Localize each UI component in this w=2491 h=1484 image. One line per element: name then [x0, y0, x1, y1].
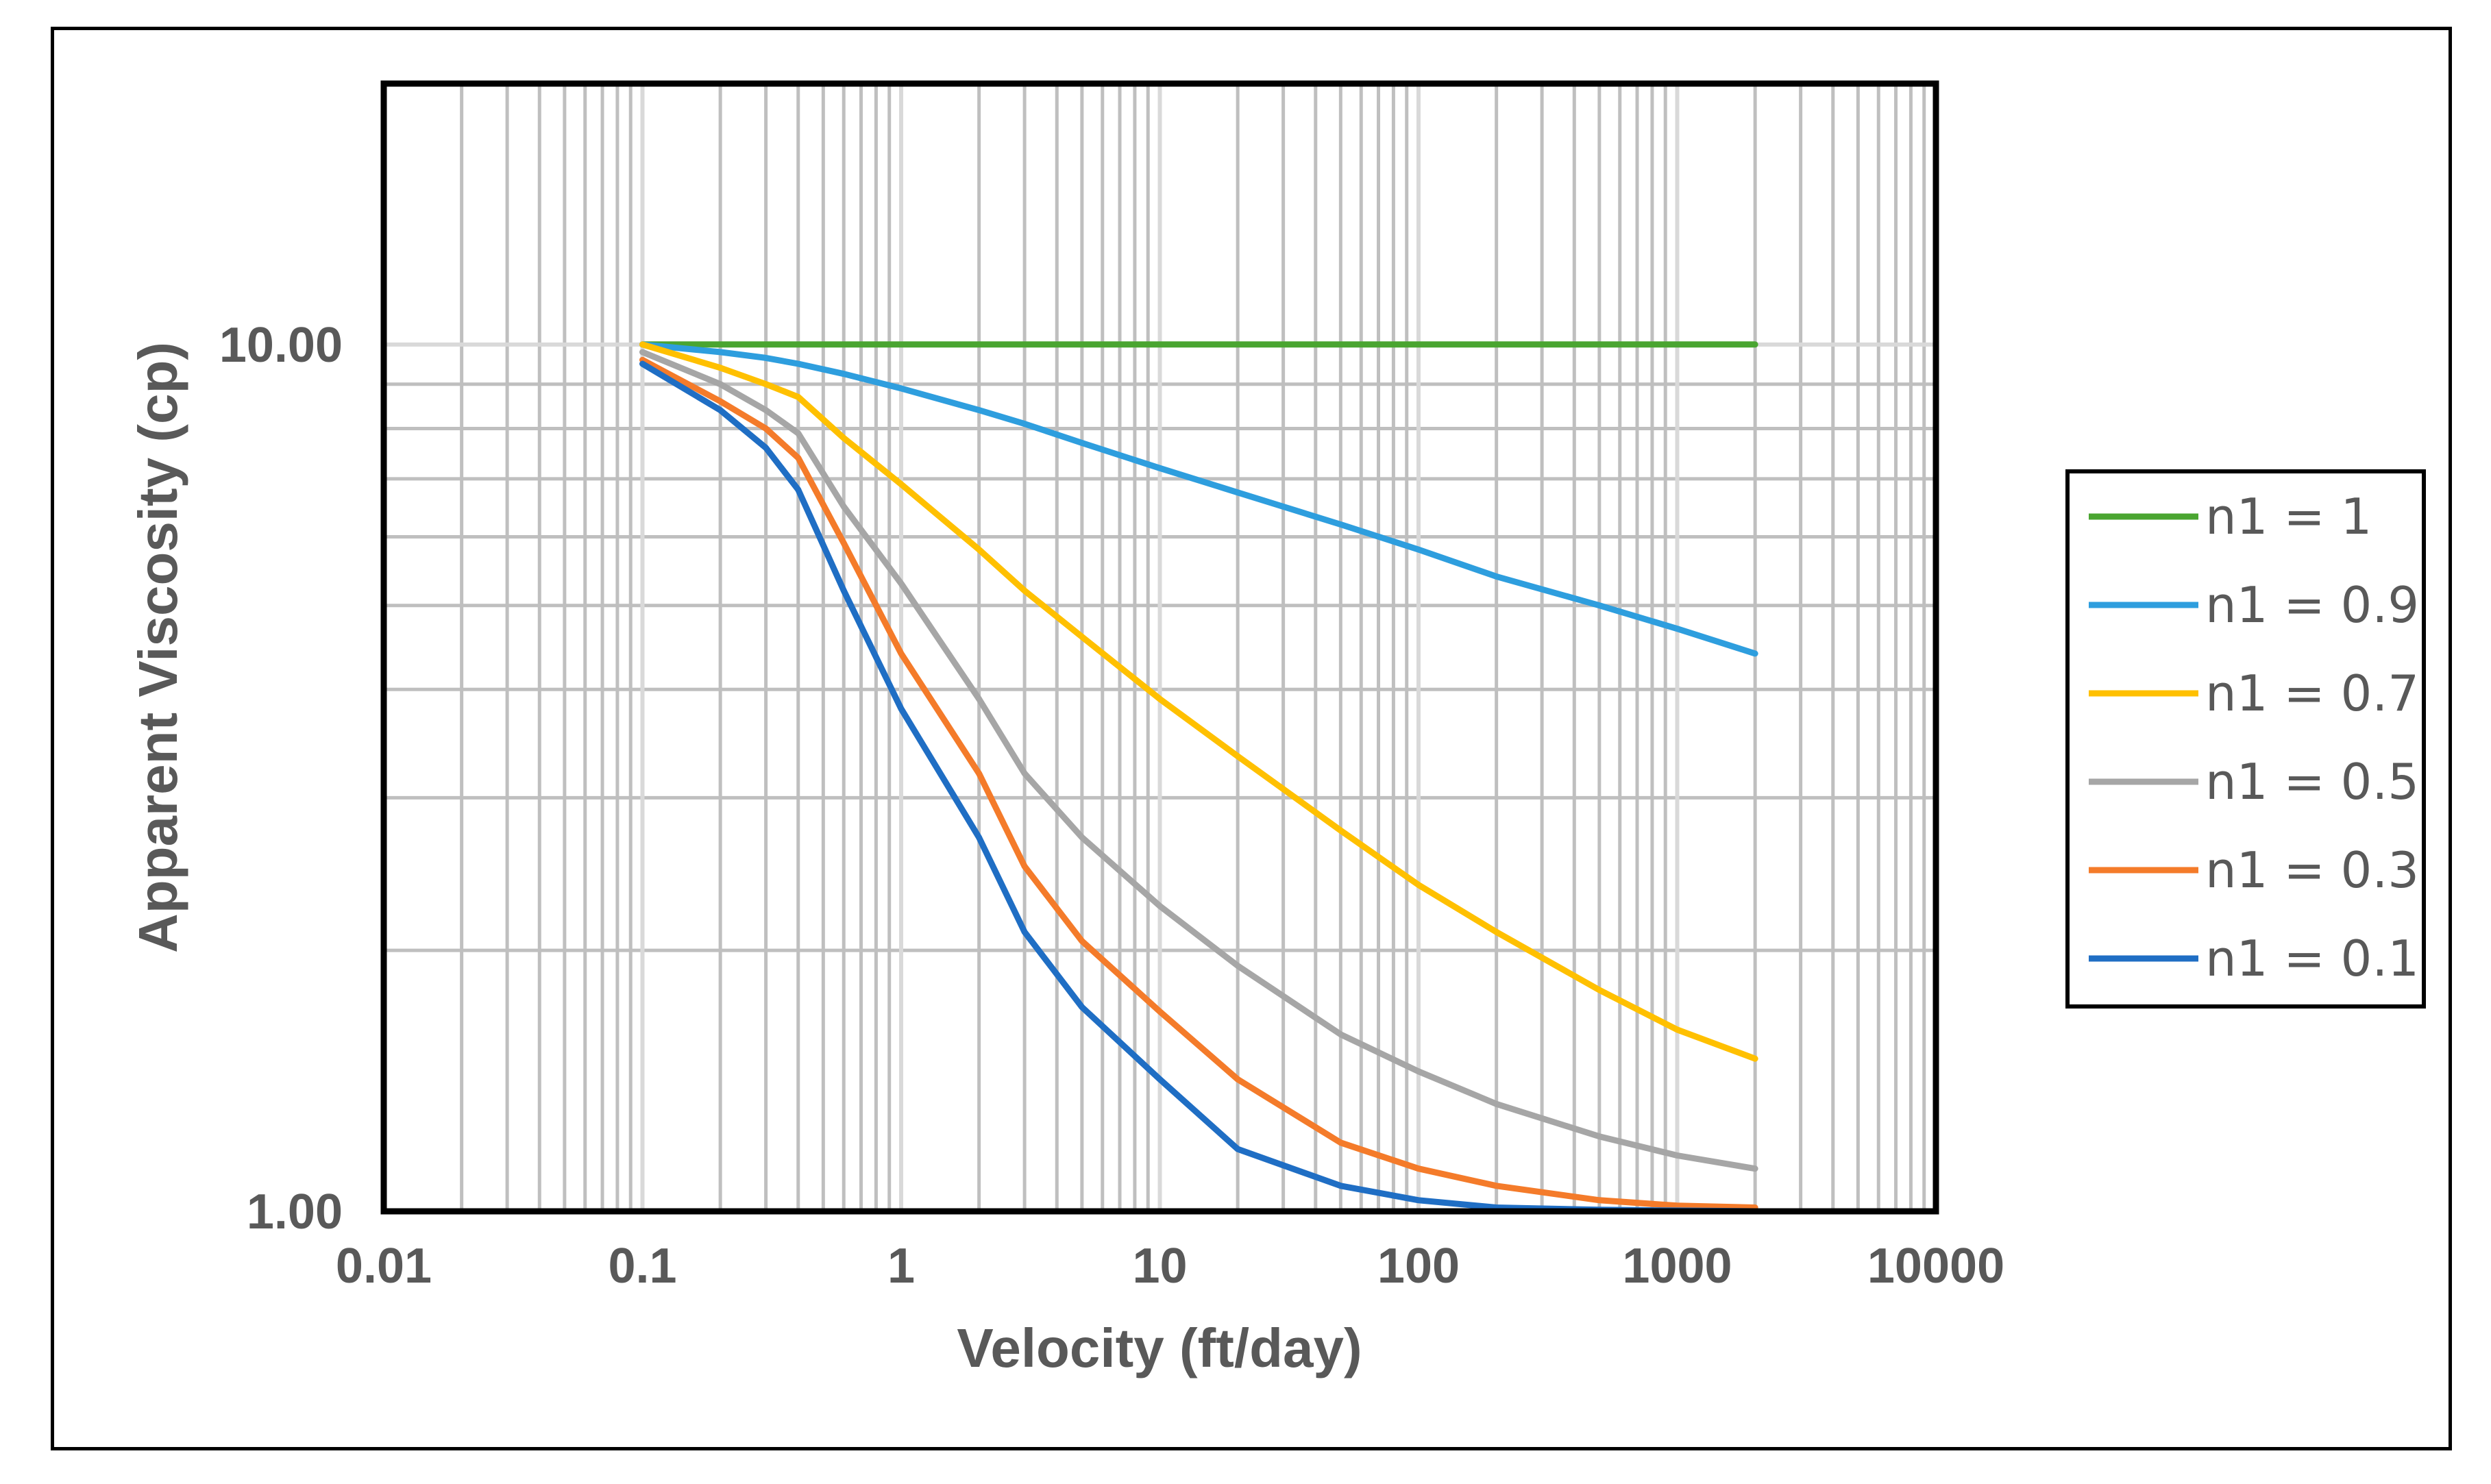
legend-label-3: n1 = 0.5 [2205, 753, 2419, 811]
legend-box [2065, 469, 2426, 1009]
legend-label-5: n1 = 0.1 [2205, 930, 2419, 987]
x-tick-label: 100 [1377, 1239, 1460, 1294]
series-line-3 [639, 349, 1758, 1172]
legend-label-2: n1 = 0.7 [2205, 665, 2419, 722]
x-axis-title: Velocity (ft/day) [957, 1318, 1362, 1378]
series-line-4 [639, 356, 1758, 1211]
legend-label-4: n1 = 0.3 [2205, 841, 2419, 899]
y-tick-label: 10.00 [219, 318, 343, 373]
plot-area-border [380, 80, 1939, 1215]
x-tick-label: 1000 [1622, 1239, 1732, 1294]
y-axis-title: Apparent Viscosity (cp) [127, 342, 188, 953]
series-line-1 [639, 341, 1758, 657]
legend-label-1: n1 = 0.9 [2205, 576, 2419, 634]
y-tick-labels: 1.00 10.00 [219, 318, 343, 1239]
legend-label-0: n1 = 1 [2205, 488, 2372, 545]
x-tick-label: 1 [887, 1239, 915, 1294]
x-tick-labels: 0.01 0.1 1 10 100 1000 10000 [336, 1239, 2004, 1294]
x-tick-label: 0.1 [608, 1239, 676, 1294]
x-tick-label: 10 [1132, 1239, 1187, 1294]
x-tick-label: 0.01 [336, 1239, 432, 1294]
series-line-2 [639, 341, 1758, 1062]
y-tick-label: 1.00 [247, 1185, 343, 1239]
legend: n1 = 1 n1 = 0.9 n1 = 0.7 n1 = 0.5 n1 = 0.3 n1… [2065, 469, 2426, 1009]
x-tick-label: 10000 [1867, 1239, 2004, 1294]
